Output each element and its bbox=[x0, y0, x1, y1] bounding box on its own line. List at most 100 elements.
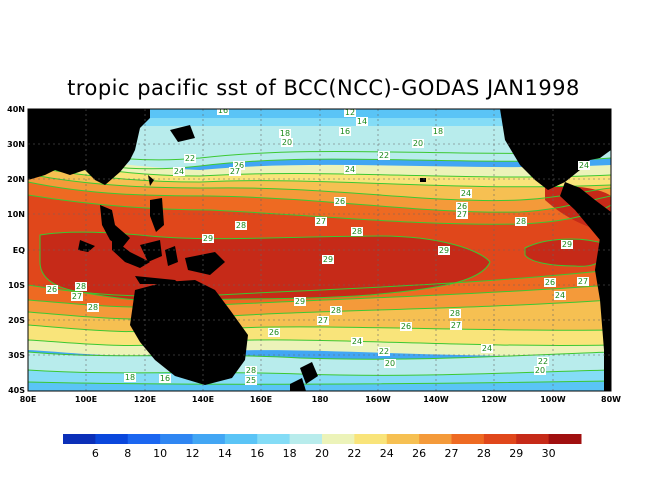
contour-label: 22 bbox=[378, 151, 390, 160]
contour-label: 20 bbox=[412, 139, 424, 148]
contour-label: 24 bbox=[578, 161, 590, 170]
contour-label: 27 bbox=[315, 217, 327, 226]
lat-label: 10S bbox=[8, 281, 25, 290]
contour-label-bg bbox=[71, 292, 83, 301]
contour-label-bg bbox=[159, 374, 171, 383]
new-zealand-south bbox=[290, 378, 306, 391]
contour-label: 24 bbox=[344, 165, 356, 174]
colorbar-swatch bbox=[386, 434, 420, 444]
colorbar-label: 27 bbox=[445, 447, 459, 460]
contour-label-text: 28 bbox=[88, 303, 98, 312]
lat-label: 40N bbox=[7, 105, 25, 114]
contour-label-text: 27 bbox=[578, 277, 588, 286]
contour-label: 27 bbox=[317, 316, 329, 325]
contour-label: 16 bbox=[159, 374, 171, 383]
map-title: tropic pacific sst of BCC(NCC)-GODAS JAN… bbox=[67, 76, 580, 100]
lat-lon-grid bbox=[28, 109, 611, 391]
colorbar-swatch bbox=[257, 434, 291, 444]
contour-label-text: 24 bbox=[482, 344, 492, 353]
colorbar-label: 20 bbox=[315, 447, 329, 460]
contour-label-bg bbox=[378, 151, 390, 160]
contour-label-text: 12 bbox=[345, 108, 355, 117]
contour-label-bg bbox=[279, 129, 291, 138]
contour-label: 28 bbox=[75, 282, 87, 291]
contour-label: 24 bbox=[460, 189, 472, 198]
contour-label-text: 25 bbox=[246, 376, 256, 385]
contour-label: 26 bbox=[544, 278, 556, 287]
colorbar-label: 14 bbox=[218, 447, 232, 460]
contour-label-text: 16 bbox=[340, 127, 350, 136]
taiwan bbox=[148, 175, 154, 186]
colorbar-label: 18 bbox=[283, 447, 297, 460]
contour-label-text: 27 bbox=[72, 292, 82, 301]
contour-label-bg bbox=[245, 376, 257, 385]
colorbar-label: 26 bbox=[412, 447, 426, 460]
contour-label: 24 bbox=[173, 167, 185, 176]
lon-label: 160W bbox=[365, 395, 391, 404]
lat-label: 20N bbox=[7, 175, 25, 184]
contour-label-text: 29 bbox=[323, 255, 333, 264]
contour-label-bg bbox=[412, 139, 424, 148]
lat-label: 20S bbox=[8, 316, 25, 325]
contour-label-text: 24 bbox=[555, 291, 565, 300]
sumatra bbox=[112, 238, 150, 268]
colorbar: 6 8 10 12 14 16 18 20 22 24 26 27 28 29 30 bbox=[63, 434, 582, 460]
contour-label-bg bbox=[245, 366, 257, 375]
contour-label-bg bbox=[449, 309, 461, 318]
contour-label-text: 18 bbox=[433, 127, 443, 136]
lon-label: 100W bbox=[540, 395, 566, 404]
contour-label-text: 26 bbox=[401, 322, 411, 331]
contour-label-bg bbox=[561, 240, 573, 249]
colorbar-swatch bbox=[548, 434, 582, 444]
contour-label-text: 28 bbox=[331, 306, 341, 315]
contour-label-bg bbox=[281, 138, 293, 147]
contour-label-text: 16 bbox=[218, 106, 228, 115]
lat-label: 30N bbox=[7, 140, 25, 149]
colorbar-label: 8 bbox=[124, 447, 131, 460]
colorbar-label: 28 bbox=[477, 447, 491, 460]
contour-label-text: 29 bbox=[562, 240, 572, 249]
colorbar-swatch bbox=[483, 434, 517, 444]
contour-label: 24 bbox=[481, 344, 493, 353]
contour-label: 29 bbox=[438, 246, 450, 255]
colorbar-label: 29 bbox=[509, 447, 523, 460]
contour-label: 26 bbox=[400, 322, 412, 331]
lon-label: 140E bbox=[192, 395, 214, 404]
sulawesi bbox=[165, 246, 178, 266]
colorbar-swatch bbox=[192, 434, 226, 444]
contour-label-text: 26 bbox=[269, 328, 279, 337]
contour-label-bg bbox=[217, 109, 229, 115]
contour-label-bg bbox=[75, 282, 87, 291]
contour-label: 28 bbox=[449, 309, 461, 318]
contour-label: 18 bbox=[432, 127, 444, 136]
contour-label-bg bbox=[315, 217, 327, 226]
contour-label-text: 28 bbox=[450, 309, 460, 318]
contour-label-bg bbox=[344, 109, 356, 117]
contour-label: 27 bbox=[450, 321, 462, 330]
contour-label-bg bbox=[322, 255, 334, 264]
lon-label: 160E bbox=[250, 395, 272, 404]
contour-label-bg bbox=[351, 337, 363, 346]
sst-band-20 bbox=[28, 126, 611, 169]
colorbar-swatch bbox=[516, 434, 550, 444]
contour-label-text: 22 bbox=[379, 347, 389, 356]
contour-label-bg bbox=[235, 221, 247, 230]
contour-label: 16 bbox=[339, 127, 351, 136]
lat-label: 10N bbox=[7, 210, 25, 219]
contour-label-bg bbox=[432, 127, 444, 136]
contour-label: 26 bbox=[268, 328, 280, 337]
colorbar-label: 12 bbox=[186, 447, 200, 460]
contour-label-text: 27 bbox=[451, 321, 461, 330]
contour-label-bg bbox=[330, 306, 342, 315]
colorbar-swatch bbox=[289, 434, 323, 444]
new-zealand-north bbox=[300, 362, 318, 384]
contour-label-text: 20 bbox=[413, 139, 423, 148]
contour-label-bg bbox=[438, 246, 450, 255]
colorbar-label: 22 bbox=[347, 447, 361, 460]
contour-label-bg bbox=[534, 366, 546, 375]
contour-label: 16 bbox=[217, 106, 229, 115]
contour-label-text: 29 bbox=[295, 297, 305, 306]
lon-label: 120E bbox=[134, 395, 156, 404]
contour-label-bg bbox=[87, 303, 99, 312]
